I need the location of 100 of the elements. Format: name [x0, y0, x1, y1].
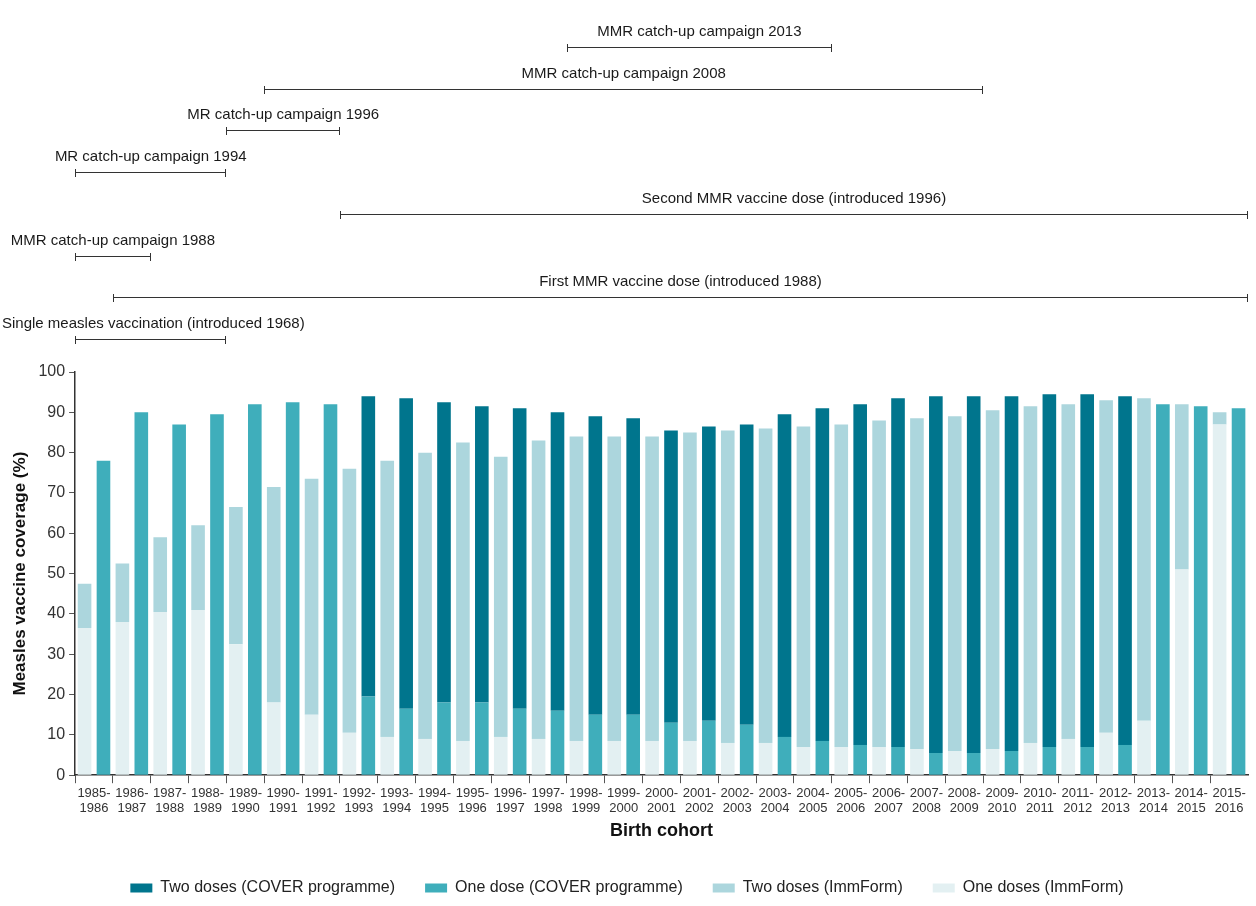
x-tick-label: 2012-2013	[1098, 784, 1133, 816]
bar	[285, 402, 300, 775]
bar	[342, 468, 357, 733]
bar	[437, 402, 451, 703]
text: First MMR vaccine dose (introduced 1988)	[539, 272, 822, 290]
bar	[947, 751, 962, 775]
bar	[399, 708, 413, 775]
bar	[1174, 569, 1189, 775]
x-tick-label: 1993-1994	[380, 784, 414, 816]
bar	[626, 714, 640, 775]
x-tick-label: 1992-1993	[342, 784, 376, 816]
text: MR catch-up campaign 1996	[187, 105, 380, 123]
x-tick-label: 2003-2004	[758, 784, 792, 816]
legend-label: Two doses (COVER programme)	[160, 878, 396, 896]
x-tick-label: 2005-2006	[834, 784, 868, 816]
text: MMR catch-up campaign 2008	[521, 63, 726, 81]
bar	[1118, 744, 1132, 775]
bar	[702, 426, 716, 721]
legend-label: One doses (ImmForm)	[962, 878, 1124, 896]
bar	[853, 404, 867, 745]
bar	[872, 746, 886, 775]
bar	[77, 583, 92, 629]
bar	[266, 702, 281, 775]
bar	[550, 710, 565, 775]
y-tick-label: 70	[47, 483, 66, 501]
x-tick-label: 2007-2008	[909, 784, 944, 816]
y-tick-label: 80	[47, 443, 66, 461]
x-tick-label: 2000-2001	[644, 784, 679, 816]
bar	[456, 442, 470, 741]
x-tick-label: 1995-1996	[455, 784, 489, 816]
bar	[115, 621, 130, 775]
x-tick-label: 2011-2012	[1061, 784, 1094, 816]
bar	[569, 740, 584, 775]
bar	[493, 456, 508, 737]
x-tick-label: 1986-1987	[115, 784, 149, 816]
bar	[304, 478, 319, 715]
bar	[1004, 751, 1019, 775]
bar	[834, 746, 849, 775]
x-tick-label: 2015-2016	[1212, 784, 1246, 816]
bar	[910, 748, 924, 775]
bar	[1137, 720, 1151, 775]
bar	[569, 436, 584, 741]
bar	[664, 430, 678, 723]
bar	[929, 753, 943, 775]
bar	[947, 416, 962, 752]
bar	[418, 452, 432, 739]
bar	[702, 720, 716, 775]
y-tick-label: 100	[38, 362, 66, 380]
bar	[1118, 396, 1132, 745]
bar	[134, 412, 149, 775]
bar	[1023, 406, 1038, 743]
x-tick-label: 2001-2002	[682, 784, 717, 816]
bar	[607, 436, 622, 741]
bar	[229, 644, 243, 775]
bar	[966, 753, 981, 775]
bar	[985, 748, 1000, 775]
bar	[1099, 400, 1113, 733]
bar	[248, 404, 262, 775]
bar	[153, 611, 168, 775]
bar	[266, 486, 281, 703]
bar	[1080, 746, 1095, 775]
bar	[891, 398, 905, 747]
bar	[626, 418, 640, 715]
bar	[720, 742, 735, 775]
text: Single measles vaccination (introduced 1968)	[2, 314, 305, 331]
bar	[683, 432, 697, 741]
x-tick-label: 2008-2009	[947, 784, 981, 816]
bar	[683, 740, 697, 775]
x-axis-title: Birth cohort	[610, 820, 714, 841]
x-tick-label: 1994-1995	[417, 784, 452, 816]
x-tick-label: 2009-2010	[985, 784, 1019, 816]
x-tick-label: 2014-2015	[1174, 784, 1208, 816]
bar	[815, 740, 830, 775]
legend-label: Two doses (ImmForm)	[742, 878, 903, 896]
y-tick-label: 50	[47, 564, 66, 582]
bar	[1174, 404, 1189, 570]
bar	[1080, 394, 1095, 747]
bar	[361, 696, 376, 775]
bar	[153, 537, 168, 612]
x-tick-label: 2006-2007	[871, 784, 906, 816]
x-tick-label: 1996-1997	[493, 784, 527, 816]
bar	[1212, 412, 1227, 425]
bar	[210, 414, 224, 775]
bar	[1004, 396, 1019, 752]
bar	[985, 410, 1000, 749]
bar	[1137, 398, 1151, 721]
bar	[191, 609, 205, 775]
bar	[191, 525, 205, 610]
bar	[966, 396, 981, 754]
y-tick-label: 40	[47, 604, 66, 622]
bar	[796, 426, 811, 747]
bar	[361, 396, 376, 697]
bar	[380, 460, 395, 737]
text: MR catch-up campaign 1994	[54, 147, 247, 165]
bar	[815, 408, 830, 741]
bar	[1023, 742, 1038, 775]
x-tick-label: 1997-1998	[531, 784, 565, 816]
bar	[1156, 404, 1170, 775]
y-tick-label: 10	[47, 725, 66, 743]
bar	[645, 740, 659, 775]
